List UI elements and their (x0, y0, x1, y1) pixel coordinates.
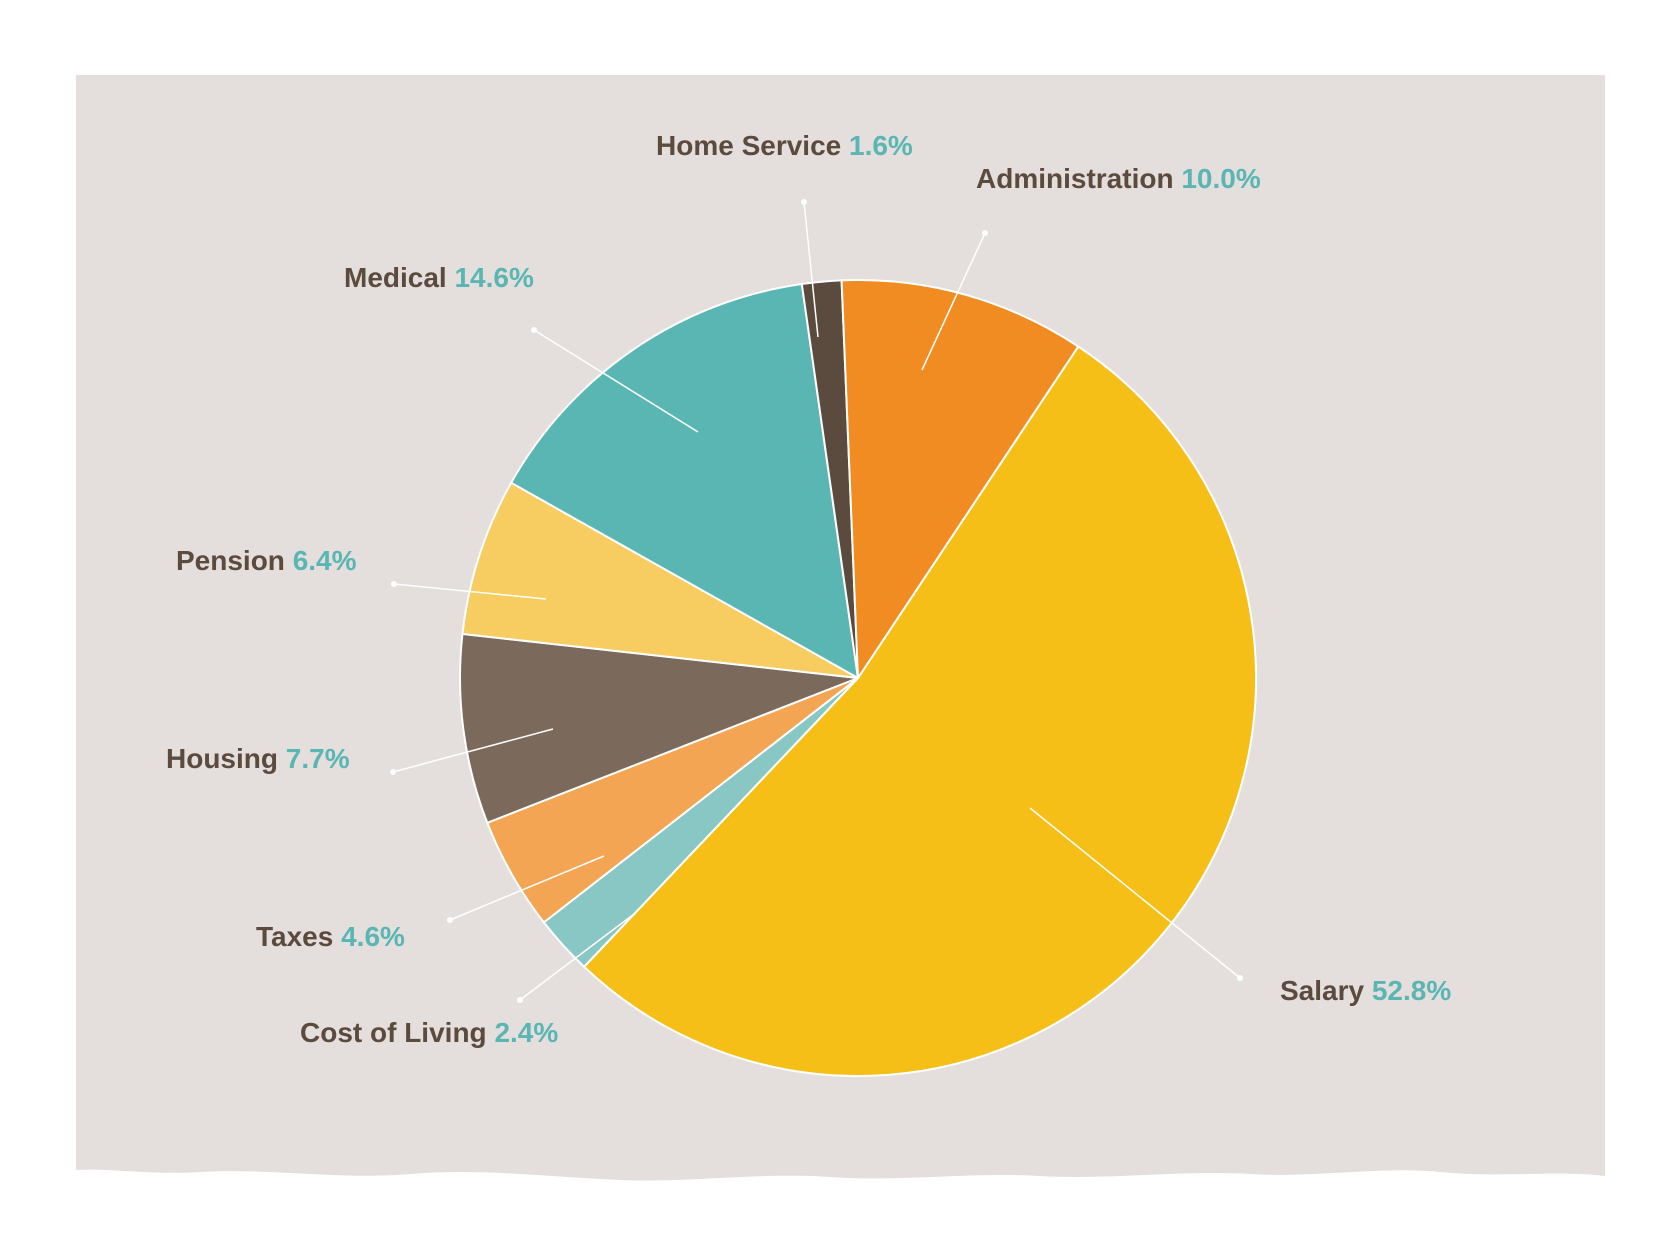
slice-label-name: Home Service (656, 130, 849, 161)
leader-line-salary (1029, 807, 1241, 979)
leader-line-home-service (803, 201, 819, 338)
slice-label-percent: 52.8% (1372, 975, 1451, 1006)
leader-line-housing (392, 728, 554, 773)
leader-line-administration (921, 232, 986, 371)
slice-label-percent: 10.0% (1181, 163, 1260, 194)
slice-label-name: Administration (976, 163, 1181, 194)
leader-dot-home-service (801, 199, 807, 205)
slice-label-percent: 2.4% (494, 1017, 558, 1048)
leader-dot-housing (390, 769, 396, 775)
leader-dot-taxes (447, 917, 453, 923)
slice-label-percent: 6.4% (293, 545, 357, 576)
leader-line-medical (533, 329, 699, 433)
pie-slice-administration (840, 279, 1080, 679)
slice-label-percent: 14.6% (454, 262, 533, 293)
leader-line-taxes (449, 855, 605, 921)
pie-slices (459, 279, 1257, 1077)
leader-line-pension (393, 583, 547, 600)
slice-label-home-service: Home Service 1.6% (656, 130, 913, 161)
slice-label-taxes: Taxes 4.6% (256, 921, 405, 952)
slice-label-name: Taxes (256, 921, 341, 952)
leader-dot-cost-of-living (517, 997, 523, 1003)
slice-label-salary: Salary 52.8% (1280, 975, 1451, 1006)
slice-label-cost-of-living: Cost of Living 2.4% (300, 1017, 558, 1048)
slice-label-pension: Pension 6.4% (176, 545, 357, 576)
slice-label-name: Housing (166, 743, 286, 774)
slice-label-name: Pension (176, 545, 293, 576)
slice-label-name: Medical (344, 262, 454, 293)
slice-label-percent: 1.6% (849, 130, 913, 161)
pie-slice-housing (459, 632, 859, 824)
pie-slice-medical (510, 282, 859, 679)
slice-label-name: Salary (1280, 975, 1372, 1006)
leader-dot-administration (982, 230, 988, 236)
leader-dot-pension (391, 581, 397, 587)
leader-dot-salary (1237, 975, 1243, 981)
slice-label-medical: Medical 14.6% (344, 262, 534, 293)
pie-slice-salary (583, 345, 1257, 1077)
slice-labels: Salary 52.8% Cost of Living 2.4% Taxes 4.6… (166, 130, 1451, 1048)
leader-dot-medical (531, 327, 537, 333)
slice-label-administration: Administration 10.0% (976, 163, 1261, 194)
leader-lines (390, 199, 1243, 1003)
slice-label-percent: 7.7% (286, 743, 350, 774)
pie-slice-pension (461, 481, 859, 679)
slice-label-housing: Housing 7.7% (166, 743, 350, 774)
leader-line-cost-of-living (519, 913, 635, 1001)
slice-label-percent: 4.6% (341, 921, 405, 952)
slice-label-name: Cost of Living (300, 1017, 494, 1048)
